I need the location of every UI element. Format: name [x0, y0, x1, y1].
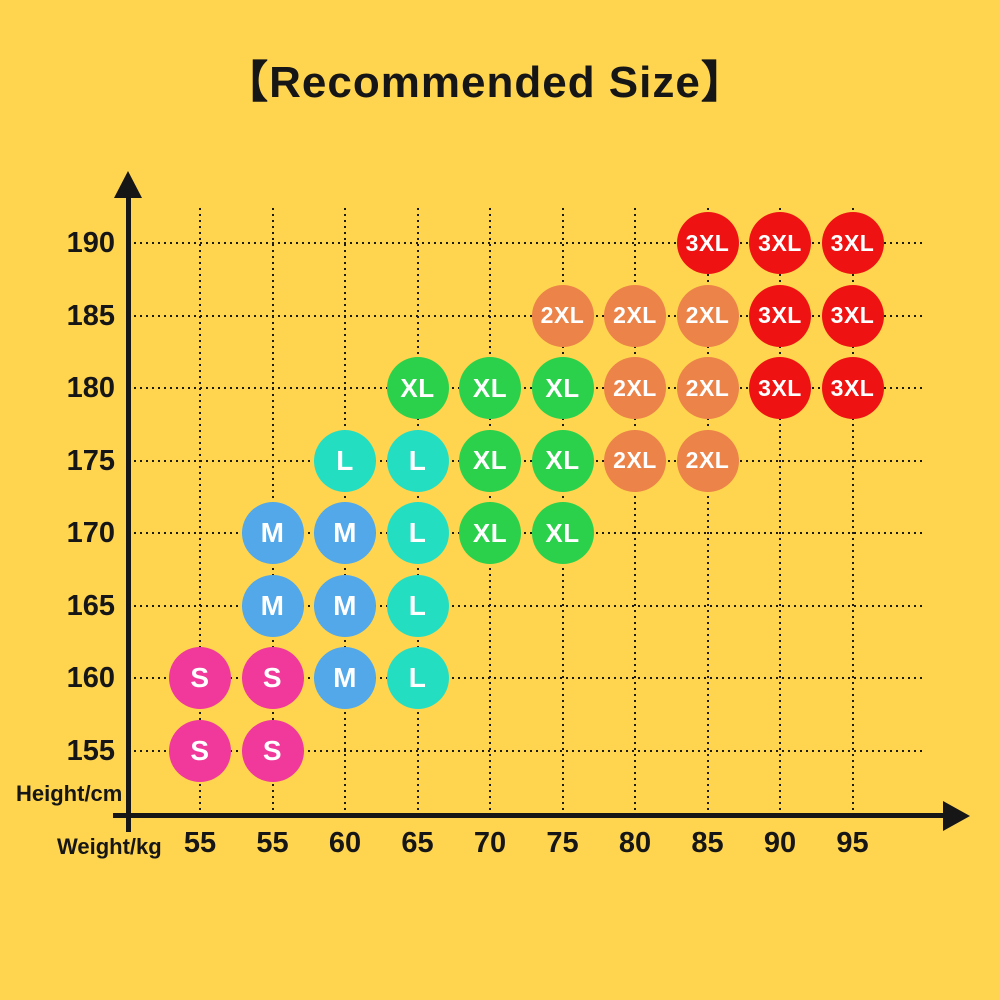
horizontal-gridline: [128, 677, 923, 679]
size-bubble: 2XL: [604, 284, 666, 347]
size-bubble: L: [386, 502, 449, 564]
vertical-gridline: [634, 208, 636, 813]
size-bubble: M: [314, 502, 376, 564]
vertical-gridline: [779, 208, 781, 813]
vertical-gridline: [706, 208, 709, 813]
size-bubble: M: [241, 502, 304, 564]
size-bubble: L: [386, 647, 449, 709]
size-bubble: 3XL: [821, 357, 884, 419]
horizontal-gridline: [128, 387, 923, 389]
horizontal-gridline: [128, 604, 923, 607]
size-bubble: 3XL: [676, 212, 739, 274]
horizontal-gridline: [128, 242, 923, 244]
x-tick-label: 95: [836, 827, 869, 859]
y-tick-label: 185: [66, 299, 115, 332]
x-axis-title: Weight/kg: [57, 834, 162, 859]
vertical-gridline: [199, 208, 201, 813]
x-tick-label: 65: [401, 827, 434, 859]
chart-title: 【Recommended Size】: [224, 58, 746, 107]
y-tick-label: 180: [66, 372, 115, 404]
x-axis-arrow-icon: [943, 800, 970, 831]
y-axis-line: [125, 195, 131, 832]
x-tick-label: 80: [618, 827, 652, 859]
size-bubble: S: [241, 647, 304, 709]
x-tick-label: 60: [328, 827, 362, 859]
size-bubble: 2XL: [531, 284, 594, 347]
x-tick-label: 70: [473, 827, 507, 859]
horizontal-gridline: [128, 459, 923, 462]
size-bubble: XL: [459, 502, 521, 564]
size-bubble: 2XL: [604, 429, 666, 492]
x-tick-label: 75: [546, 827, 579, 859]
size-bubble: L: [314, 429, 376, 492]
size-bubble: XL: [459, 429, 521, 492]
horizontal-gridline: [128, 314, 923, 317]
size-bubble: XL: [531, 357, 594, 419]
x-tick-label: 90: [763, 827, 797, 859]
size-bubble: XL: [531, 502, 594, 564]
size-bubble: M: [241, 574, 304, 637]
vertical-gridline: [851, 208, 854, 813]
x-tick-label: 55: [256, 827, 289, 859]
size-bubble: 2XL: [676, 429, 739, 492]
size-bubble: S: [241, 719, 304, 782]
size-bubble: L: [386, 574, 449, 637]
horizontal-gridline: [128, 749, 923, 752]
size-bubble: 3XL: [821, 284, 884, 347]
x-tick-label: 85: [691, 827, 724, 859]
size-bubble: 3XL: [821, 212, 884, 274]
size-bubble: XL: [531, 429, 594, 492]
size-bubble: S: [169, 719, 231, 782]
size-bubble: M: [314, 647, 376, 709]
x-axis-line: [113, 813, 943, 818]
size-bubble: 3XL: [749, 212, 811, 274]
y-tick-label: 175: [66, 444, 115, 477]
size-bubble: M: [314, 574, 376, 637]
x-tick-label: 55: [183, 827, 217, 859]
y-axis-title: Height/cm: [16, 781, 123, 806]
y-tick-label: 170: [66, 517, 115, 549]
y-axis-arrow-icon: [114, 171, 142, 198]
horizontal-gridline: [128, 532, 923, 534]
size-bubble: XL: [386, 357, 449, 419]
size-bubble: L: [386, 429, 449, 492]
size-bubble: 2XL: [676, 284, 739, 347]
size-bubble: S: [169, 647, 231, 709]
y-tick-label: 190: [66, 227, 115, 259]
size-bubble: 2XL: [676, 357, 739, 419]
y-tick-label: 165: [66, 589, 115, 622]
size-bubble: 3XL: [749, 284, 811, 347]
y-tick-label: 160: [66, 662, 115, 694]
y-tick-label: 155: [66, 734, 115, 767]
size-bubble: 3XL: [749, 357, 811, 419]
size-bubble: XL: [459, 357, 521, 419]
size-bubble: 2XL: [604, 357, 666, 419]
